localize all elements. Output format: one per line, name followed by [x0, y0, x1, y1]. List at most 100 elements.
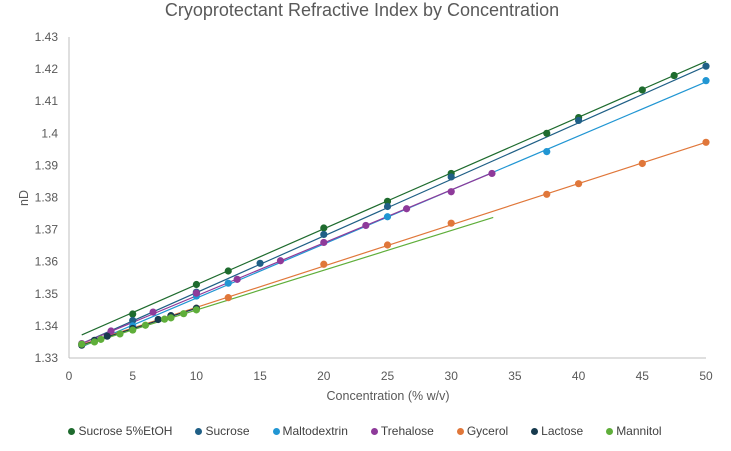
data-points [78, 62, 710, 349]
data-point-trehalose [276, 257, 285, 265]
data-point-sucrose [383, 202, 392, 211]
legend-item-sucrose: Sucrose [195, 424, 250, 438]
y-axis-label: nD [17, 190, 31, 206]
data-point-trehalose [362, 221, 370, 230]
data-point-mannitol [141, 321, 150, 329]
data-point-trehalose [192, 289, 200, 297]
x-tick-label: 0 [66, 369, 73, 383]
x-tick-label: 45 [636, 369, 650, 383]
data-point-sucrose [702, 62, 710, 70]
x-tick-label: 50 [699, 369, 713, 383]
data-point-trehalose [149, 308, 157, 316]
y-tick-label: 1.42 [35, 62, 59, 76]
data-point-sucrose [447, 173, 455, 181]
data-point-sucrose-5-etoh [320, 224, 328, 232]
x-tick-label: 35 [508, 369, 522, 383]
x-tick-label: 20 [317, 369, 331, 383]
legend-marker-icon [68, 427, 76, 435]
x-tick-label: 30 [445, 369, 459, 383]
data-point-sucrose-5-etoh [543, 129, 551, 137]
y-tick-label: 1.34 [35, 319, 59, 333]
y-tick-label: 1.37 [35, 223, 59, 237]
trendlines [81, 60, 707, 348]
data-point-sucrose-5-etoh [192, 280, 200, 289]
data-point-mannitol [129, 326, 137, 334]
x-tick-label: 40 [572, 369, 586, 383]
data-point-gycerol [383, 241, 392, 249]
legend-item-lactose: Lactose [531, 424, 583, 438]
legend-marker-icon [606, 427, 614, 435]
data-point-trehalose [447, 188, 455, 196]
data-point-trehalose [107, 327, 115, 335]
data-point-lactose [103, 332, 111, 340]
legend-marker-icon [370, 427, 378, 435]
x-tick-label: 5 [129, 369, 136, 383]
data-point-gycerol [224, 294, 232, 302]
data-point-sucrose [320, 230, 328, 239]
legend-marker-icon [456, 427, 464, 435]
trendline-sucrose-5-etoh [81, 60, 707, 336]
y-tick-label: 1.43 [35, 30, 59, 44]
y-axis-ticks: 1.33 1.34 1.35 1.36 1.37 1.38 1.39 1.4 1.41 1.42 1… [35, 30, 59, 365]
data-point-mannitol [90, 338, 99, 346]
legend-label: Lactose [541, 424, 584, 438]
data-point-gycerol [320, 260, 328, 268]
data-point-mannitol [97, 335, 105, 343]
data-point-gycerol [702, 138, 710, 146]
data-point-trehalose [233, 275, 241, 283]
chart-title: Cryoprotectant Refractive Index by Conce… [165, 0, 559, 20]
data-point-mannitol [192, 306, 200, 314]
data-point-mannitol [160, 315, 169, 323]
legend: Sucrose 5%EtOH Sucrose Maltodextrin Trehalo… [0, 424, 731, 438]
legend-item-trehalose: Trehalose [370, 424, 434, 438]
data-point-sucrose-5-etoh [670, 71, 678, 80]
x-axis-label: Concentration (% w/v) [327, 389, 450, 403]
y-tick-label: 1.41 [35, 94, 59, 108]
data-point-maltodextrin [543, 147, 551, 156]
y-tick-label: 1.38 [35, 191, 59, 205]
legend-label: Maltodextrin [282, 424, 348, 438]
x-axis-ticks: 0 5 10 15 20 25 30 35 40 45 50 [66, 369, 713, 383]
legend-label: Sucrose [205, 424, 250, 438]
legend-label: Trehalose [380, 424, 434, 438]
data-point-sucrose-5-etoh [129, 310, 137, 318]
trendline-gycerol [81, 141, 707, 346]
legend-marker-icon [531, 427, 539, 435]
y-tick-label: 1.35 [35, 287, 59, 301]
data-point-mannitol [180, 310, 188, 318]
legend-marker-icon [195, 427, 203, 435]
data-point-sucrose-5-etoh [383, 197, 392, 205]
legend-marker-icon [272, 427, 280, 435]
y-tick-label: 1.33 [35, 351, 59, 365]
data-point-gycerol [638, 159, 646, 168]
trendline-trehalose [81, 171, 494, 345]
legend-label: Mannitol [616, 424, 662, 438]
data-point-sucrose [575, 116, 583, 125]
y-tick-label: 1.36 [35, 255, 59, 269]
trendline-mannitol [81, 216, 494, 347]
x-tick-label: 15 [253, 369, 267, 383]
data-point-sucrose-5-etoh [638, 86, 646, 94]
data-point-sucrose [256, 259, 264, 267]
legend-label: Gycerol [466, 424, 509, 438]
x-tick-label: 25 [381, 369, 395, 383]
data-point-trehalose [488, 169, 496, 178]
data-point-trehalose [403, 205, 411, 213]
data-point-maltodextrin [224, 279, 232, 287]
y-tick-label: 1.4 [41, 126, 58, 140]
data-point-sucrose-5-etoh [224, 267, 232, 275]
trendline-sucrose [81, 65, 707, 345]
data-point-maltodextrin [383, 213, 392, 221]
x-tick-label: 10 [190, 369, 204, 383]
legend-item-mannitol: Mannitol [606, 424, 662, 438]
legend-item-maltodextrin: Maltodextrin [272, 424, 348, 438]
legend-label: Sucrose 5%EtOH [78, 424, 173, 438]
data-point-maltodextrin [702, 77, 710, 85]
data-point-mannitol [116, 330, 124, 338]
data-point-sucrose [129, 316, 137, 325]
data-point-trehalose [320, 238, 328, 247]
data-point-mannitol [167, 314, 175, 322]
chart-canvas: Cryoprotectant Refractive Index by Conce… [17, 0, 713, 403]
y-tick-label: 1.39 [35, 158, 59, 172]
data-point-gycerol [447, 219, 455, 227]
